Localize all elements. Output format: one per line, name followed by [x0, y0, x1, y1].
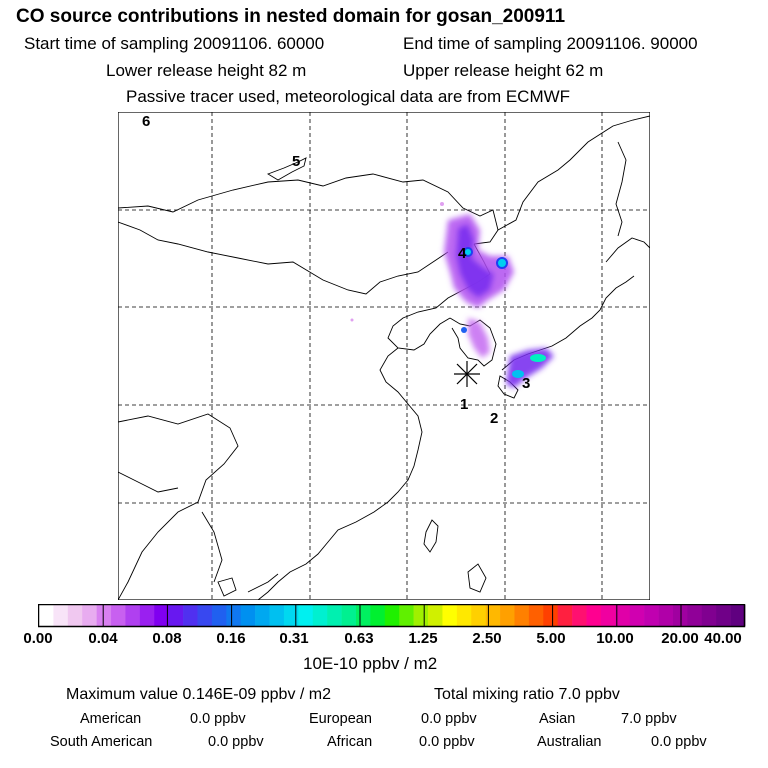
colorbar	[38, 604, 746, 628]
colorbar-cell	[168, 605, 184, 626]
colorbar-tick-11: 40.00	[704, 630, 742, 647]
colorbar-cell	[629, 605, 645, 626]
site-label-4: 4	[458, 245, 467, 262]
colorbar-cell	[53, 605, 69, 626]
site-label-5: 5	[292, 153, 300, 170]
asian-label: Asian	[539, 711, 576, 727]
coastlines	[118, 115, 650, 600]
european-value: 0.0 ppbv	[421, 711, 477, 727]
colorbar-tick-3: 0.16	[216, 630, 246, 647]
colorbar-cell	[528, 605, 544, 626]
colorbar-cell	[370, 605, 386, 626]
colorbar-tick-9: 10.00	[596, 630, 634, 647]
colorbar-cell	[211, 605, 227, 626]
maximum-value: Maximum value 0.146E-09 ppbv / m2	[66, 686, 332, 703]
total-mixing-ratio: Total mixing ratio 7.0 ppbv	[434, 686, 620, 703]
colorbar-cell	[572, 605, 587, 626]
colorbar-cell	[226, 605, 242, 626]
concentration-plume	[350, 202, 554, 388]
colorbar-cells	[39, 605, 746, 626]
colorbar-tick-5: 0.63	[344, 630, 374, 647]
colorbar-tick-0: 0.00	[23, 630, 53, 647]
colorbar-cell	[384, 605, 400, 626]
african-value: 0.0 ppbv	[419, 734, 475, 750]
colorbar-cell	[500, 605, 515, 626]
colorbar-cell	[456, 605, 472, 626]
colorbar-cell	[154, 605, 169, 626]
american-value: 0.0 ppbv	[190, 711, 246, 727]
african-label: African	[327, 734, 373, 750]
site-label-6: 6	[142, 113, 150, 130]
colorbar-cell	[672, 605, 688, 626]
receptor-marker	[454, 361, 480, 387]
asian-value: 7.0 ppbv	[621, 711, 677, 727]
colorbar-cell	[644, 605, 659, 626]
end-time-label: End time of sampling 20091106. 90000	[403, 34, 698, 53]
colorbar-cell	[658, 605, 674, 626]
map-title: CO source contributions in nested domain…	[16, 6, 566, 27]
colorbar-cell	[413, 605, 429, 626]
colorbar-cell	[730, 605, 746, 626]
colorbar-cell	[687, 605, 703, 626]
colorbar-cell	[125, 605, 141, 626]
colorbar-cell	[111, 605, 126, 626]
map-panel: 1 2 3 4 5 6	[118, 112, 650, 600]
upper-release-height: Upper release height 62 m	[403, 61, 604, 80]
colorbar-cell	[355, 605, 371, 626]
colorbar-cell	[255, 605, 270, 626]
colorbar-cell	[298, 605, 314, 626]
tracer-note: Passive tracer used, meteorological data…	[126, 87, 571, 106]
site-label-2: 2	[490, 410, 498, 427]
colorbar-tick-6: 1.25	[408, 630, 438, 647]
colorbar-cell	[399, 605, 414, 626]
colorbar-cell	[96, 605, 112, 626]
colorbar-tick-4: 0.31	[279, 630, 309, 647]
colorbar-cell	[586, 605, 602, 626]
colorbar-tick-8: 5.00	[536, 630, 566, 647]
colorbar-cell	[341, 605, 357, 626]
colorbar-cell	[327, 605, 342, 626]
colorbar-tick-7: 2.50	[472, 630, 502, 647]
colorbar-cell	[197, 605, 213, 626]
colorbar-tick-2: 0.08	[152, 630, 182, 647]
site-label-3: 3	[522, 375, 530, 392]
colorbar-cell	[312, 605, 328, 626]
start-time-label: Start time of sampling 20091106. 60000	[24, 34, 325, 53]
south-american-value: 0.0 ppbv	[208, 734, 264, 750]
colorbar-cell	[600, 605, 616, 626]
australian-label: Australian	[537, 734, 602, 750]
lower-release-height: Lower release height 82 m	[106, 61, 307, 80]
colorbar-cell	[485, 605, 501, 626]
colorbar-units: 10E-10 ppbv / m2	[303, 654, 438, 673]
colorbar-cell	[67, 605, 83, 626]
colorbar-tick-1: 0.04	[88, 630, 118, 647]
south-american-label: South American	[50, 734, 153, 750]
colorbar-cell	[442, 605, 458, 626]
site-label-1: 1	[460, 396, 468, 413]
colorbar-cell	[183, 605, 198, 626]
colorbar-cell	[557, 605, 573, 626]
colorbar-cell	[543, 605, 558, 626]
european-label: European	[309, 711, 372, 727]
colorbar-cell	[701, 605, 717, 626]
colorbar-cell	[139, 605, 155, 626]
american-label: American	[80, 711, 142, 727]
graticule	[118, 112, 650, 600]
colorbar-cell	[615, 605, 631, 626]
colorbar-cell	[716, 605, 731, 626]
colorbar-cell	[514, 605, 530, 626]
colorbar-cell	[39, 605, 54, 626]
colorbar-tick-10: 20.00	[661, 630, 699, 647]
map-frame	[118, 112, 650, 600]
colorbar-cell	[471, 605, 486, 626]
colorbar-cell	[269, 605, 285, 626]
colorbar-cell	[240, 605, 256, 626]
colorbar-cell	[82, 605, 97, 626]
australian-value: 0.0 ppbv	[651, 734, 707, 750]
colorbar-cell	[283, 605, 299, 626]
colorbar-cell	[428, 605, 443, 626]
